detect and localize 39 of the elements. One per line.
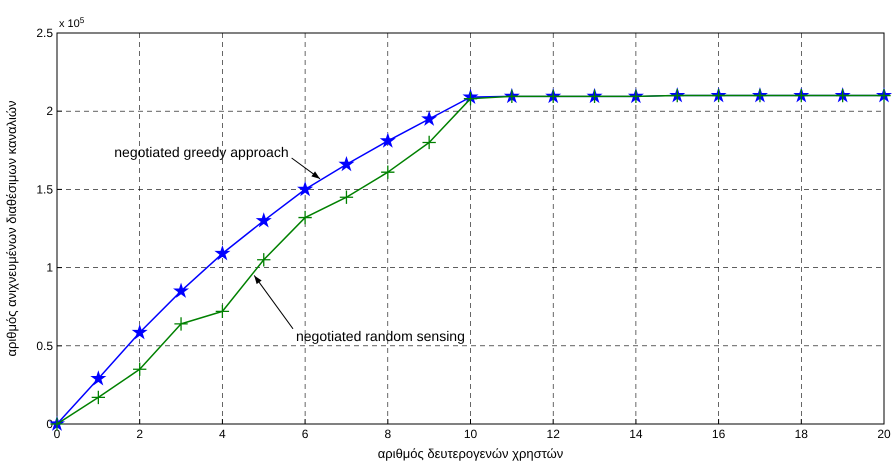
point: [215, 304, 230, 319]
x-tick-label: 4: [219, 427, 226, 441]
annotation: negotiated greedy approach: [114, 144, 289, 160]
point: [422, 135, 436, 150]
point: [174, 284, 188, 297]
annotation: negotiated random sensing: [296, 328, 465, 344]
x-tick-label: 8: [384, 427, 392, 441]
y-tick-label: 1.5: [36, 182, 54, 196]
x-tick-label: 2: [136, 427, 144, 441]
y-axis-title: αριθμός ανιχνευμένων διαθέσιμων καναλιών: [4, 100, 19, 357]
point: [380, 164, 396, 180]
point: [216, 246, 230, 260]
point: [463, 91, 478, 106]
point: [298, 210, 312, 225]
point: [91, 390, 106, 405]
x-tick-label: 12: [546, 427, 560, 441]
point: [92, 372, 106, 384]
y-tick-label: 2: [46, 104, 54, 118]
point: [174, 316, 188, 332]
x-axis-title: αριθμός δευτερογενών χρηστών: [378, 446, 564, 461]
point: [133, 326, 146, 338]
point: [339, 190, 354, 205]
y-tick-label: 1: [46, 260, 54, 275]
point: [132, 362, 148, 377]
x-tick-label: 6: [302, 427, 309, 441]
point: [340, 157, 354, 170]
x-tick-label: 18: [794, 427, 808, 441]
y-tick-label: 0.5: [36, 338, 54, 353]
point: [298, 182, 312, 196]
x-tick-label: 16: [712, 427, 726, 441]
point: [422, 112, 436, 125]
x-tick-label: 14: [629, 427, 643, 441]
point: [257, 214, 270, 226]
y-tick-label: 2.5: [36, 26, 54, 40]
point: [256, 252, 272, 268]
x-tick-label: 10: [464, 427, 478, 441]
text: x 10$^{5}$: [59, 16, 85, 30]
point: [381, 134, 394, 147]
x-tick-label: 20: [877, 427, 891, 441]
